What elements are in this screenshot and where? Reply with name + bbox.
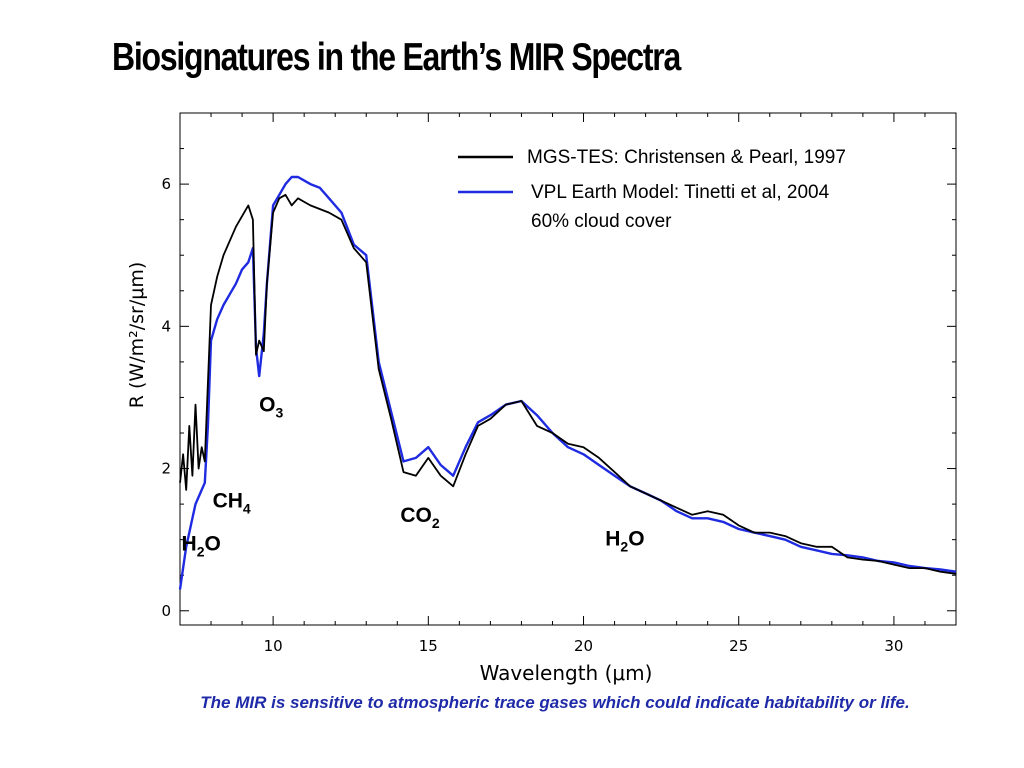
gas-label-rest: O	[205, 532, 221, 555]
gas-label: H2O	[182, 532, 221, 559]
axis-ticks: 10 15 20 25 30 0 2 4 6	[161, 113, 956, 655]
gas-label: CH4	[213, 490, 251, 517]
x-tick-label: 10	[264, 637, 283, 655]
gas-label-rest: O	[628, 527, 644, 550]
gas-label: H2O	[605, 527, 644, 554]
gas-label-subscript: 2	[620, 538, 628, 554]
gas-label-base: O	[259, 394, 275, 417]
x-tick-label: 30	[884, 637, 903, 655]
legend-label: MGS-TES: Christensen & Pearl, 1997	[527, 147, 846, 168]
slide-title: Biosignatures in the Earth’s MIR Spectra	[112, 36, 681, 79]
gas-label: CO2	[400, 504, 440, 531]
series-vpl-model-line	[178, 175, 957, 590]
gas-label-subscript: 3	[275, 405, 283, 421]
x-tick-label: 20	[574, 637, 593, 655]
x-axis-label: Wavelength (μm)	[480, 661, 653, 685]
legend: MGS-TES: Christensen & Pearl, 1997 VPL Ea…	[458, 147, 846, 232]
y-axis-label: R (W/m²/sr/μm)	[126, 262, 148, 409]
gas-label-base: H	[605, 527, 620, 550]
gas-label-subscript: 2	[432, 515, 440, 531]
legend-label: VPL Earth Model: Tinetti et al, 2004	[531, 182, 830, 203]
series-layer	[178, 175, 957, 590]
y-tick-label: 4	[161, 317, 171, 335]
y-tick-label: 6	[161, 175, 171, 193]
gas-label-base: CO	[400, 504, 432, 527]
series-mgs-tes-line	[179, 193, 957, 575]
x-tick-label: 15	[419, 637, 438, 655]
gas-label-subscript: 2	[197, 543, 205, 559]
gas-label-base: CH	[213, 490, 243, 513]
plot-frame	[179, 112, 957, 626]
gas-label: O3	[259, 394, 283, 421]
gas-label-subscript: 4	[243, 501, 251, 517]
legend-label: 60% cloud cover	[531, 211, 672, 232]
y-tick-label: 0	[161, 602, 171, 620]
caption: The MIR is sensitive to atmospheric trac…	[200, 693, 910, 712]
gas-label-base: H	[182, 532, 197, 555]
x-tick-label: 25	[729, 637, 748, 655]
y-tick-label: 2	[161, 460, 171, 478]
